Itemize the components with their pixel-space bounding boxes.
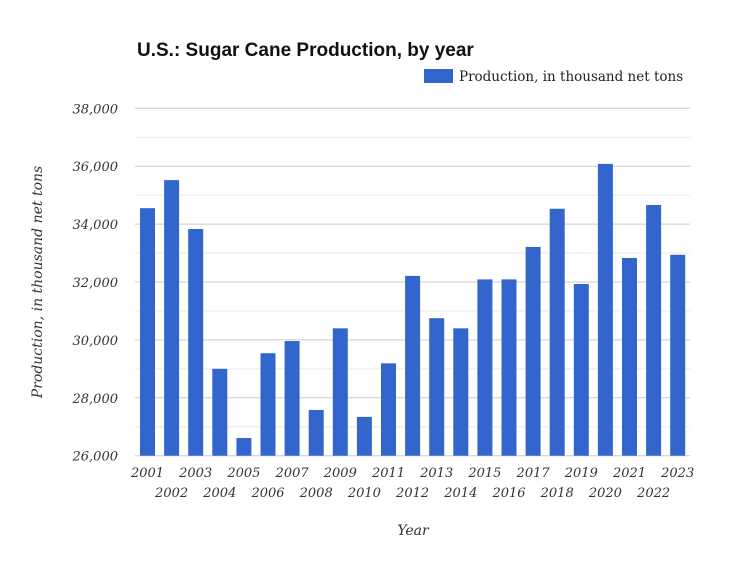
x-axis-label: Year — [397, 523, 430, 539]
y-tick-label: 38,000 — [73, 102, 119, 117]
y-axis-label: Production, in thousand net tons — [30, 166, 46, 399]
y-axis-ticks: 26,000 28,000 30,000 32,000 34,000 36,000 38,0… — [72, 102, 119, 464]
x-tick-label: 2007 — [275, 466, 310, 481]
y-tick-label: 34,000 — [73, 218, 119, 233]
x-tick-label: 2019 — [564, 466, 598, 481]
x-tick-label: 2009 — [323, 466, 357, 481]
chart-title: U.S.: Sugar Cane Production, by year — [137, 40, 474, 61]
y-tick-label: 26,000 — [72, 450, 119, 465]
x-tick-label: 2016 — [491, 486, 525, 501]
bar-2022 — [646, 204, 662, 456]
x-tick-label: 2015 — [467, 466, 501, 481]
bar-2009 — [332, 328, 348, 456]
x-tick-label: 2003 — [178, 466, 212, 481]
x-tick-label: 2001 — [130, 466, 164, 481]
bar-2016 — [501, 279, 517, 456]
bar-2011 — [381, 363, 396, 456]
y-tick-label: 30,000 — [73, 334, 119, 349]
bar-2004 — [212, 368, 228, 456]
bar-2020 — [597, 163, 613, 456]
legend-label: Production, in thousand net tons — [459, 69, 683, 85]
bar-2005 — [236, 438, 252, 456]
bar-2023 — [670, 254, 686, 456]
bar-2015 — [477, 279, 493, 456]
x-tick-label: 2014 — [443, 486, 477, 501]
bar-2019 — [573, 284, 589, 456]
bar-2010 — [356, 416, 372, 456]
x-tick-label: 2022 — [636, 486, 670, 501]
bar-2006 — [260, 353, 276, 456]
bar-2012 — [405, 275, 421, 456]
bar-2003 — [188, 229, 204, 456]
x-tick-label: 2017 — [516, 466, 551, 481]
x-tick-label: 2020 — [588, 486, 622, 501]
x-tick-label: 2021 — [612, 466, 646, 481]
x-tick-label: 2023 — [660, 466, 694, 481]
x-tick-label: 2018 — [540, 486, 574, 501]
x-tick-label: 2012 — [395, 486, 429, 501]
bars — [140, 163, 686, 456]
bar-2017 — [525, 246, 541, 456]
bar-2021 — [622, 257, 637, 456]
y-tick-label: 28,000 — [72, 392, 119, 407]
bar-2018 — [549, 208, 565, 456]
x-tick-label: 2002 — [154, 486, 188, 501]
x-tick-label: 2008 — [299, 486, 333, 501]
bar-2002 — [164, 180, 180, 456]
bar-2008 — [308, 409, 324, 456]
x-tick-label: 2005 — [226, 466, 260, 481]
x-tick-label: 2013 — [419, 466, 453, 481]
x-tick-label: 2011 — [371, 466, 405, 481]
legend-swatch — [424, 69, 453, 83]
x-axis-ticks: 2001 2002 2003 2004 2005 2006 2007 2008 2009 2010… — [130, 466, 694, 501]
bar-2007 — [284, 341, 300, 456]
x-tick-label: 2004 — [202, 486, 236, 501]
x-tick-label: 2010 — [347, 486, 381, 501]
bar-2014 — [453, 328, 469, 456]
bar-2013 — [429, 318, 445, 456]
x-tick-label: 2006 — [250, 486, 284, 501]
y-tick-label: 32,000 — [73, 276, 119, 291]
legend: Production, in thousand net tons — [424, 69, 683, 85]
y-tick-label: 36,000 — [73, 160, 119, 175]
bar-2001 — [140, 208, 155, 456]
